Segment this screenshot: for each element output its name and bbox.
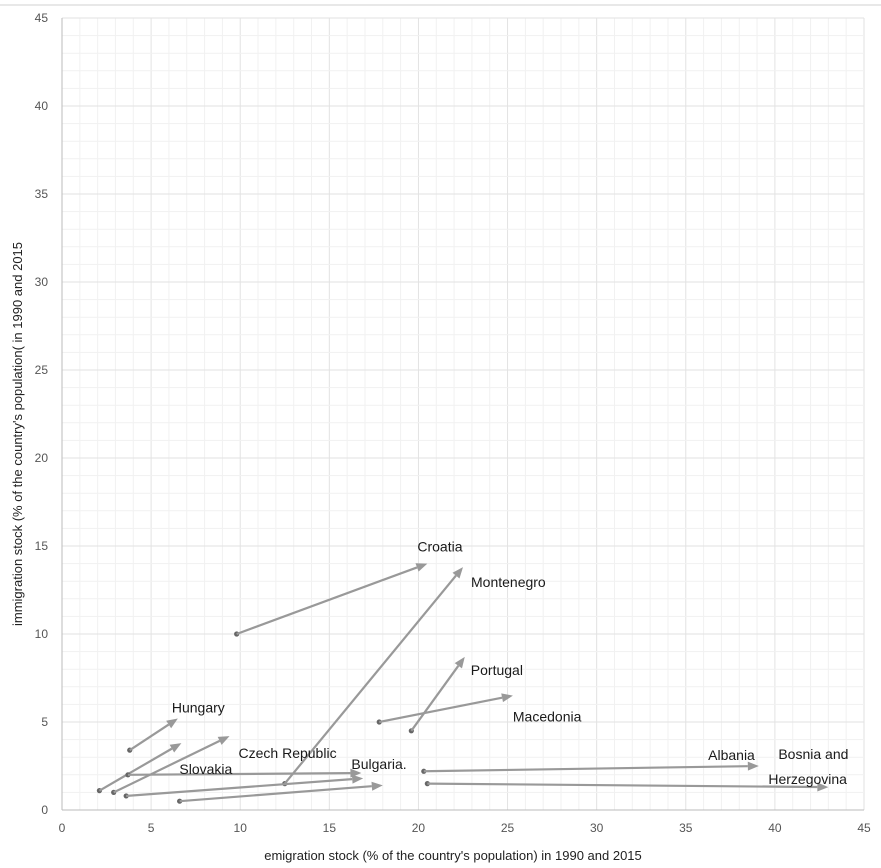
x-tick-label: 0 — [59, 821, 66, 835]
x-tick-label: 35 — [679, 821, 693, 835]
y-axis-label: immigration stock (% of the country's po… — [10, 242, 25, 626]
x-tick-label: 25 — [501, 821, 515, 835]
country-label: Bulgaria. — [351, 756, 406, 772]
country-label: Czech Republic — [239, 745, 337, 761]
x-tick-label: 20 — [412, 821, 426, 835]
y-tick-label: 20 — [35, 451, 49, 465]
country-label: Slovakia — [179, 761, 232, 777]
x-tick-label: 45 — [857, 821, 871, 835]
y-tick-label: 0 — [41, 803, 48, 817]
y-tick-label: 5 — [41, 715, 48, 729]
y-tick-label: 25 — [35, 363, 49, 377]
country-label: Macedonia — [513, 709, 582, 725]
country-label: Hungary — [172, 699, 225, 715]
x-tick-label: 40 — [768, 821, 782, 835]
y-tick-label: 15 — [35, 539, 49, 553]
y-tick-label: 10 — [35, 627, 49, 641]
country-label: Portugal — [471, 662, 523, 678]
y-tick-label: 40 — [35, 99, 49, 113]
y-tick-label: 35 — [35, 187, 49, 201]
x-tick-label: 5 — [148, 821, 155, 835]
x-tick-label: 30 — [590, 821, 604, 835]
x-axis-label: emigration stock (% of the country's pop… — [264, 848, 642, 863]
y-tick-label: 30 — [35, 275, 49, 289]
x-tick-label: 15 — [323, 821, 337, 835]
country-label: Albania — [708, 747, 755, 763]
x-tick-label: 10 — [234, 821, 248, 835]
country-label: Croatia — [417, 539, 462, 555]
country-label: Montenegro — [471, 574, 546, 590]
y-tick-label: 45 — [35, 11, 49, 25]
